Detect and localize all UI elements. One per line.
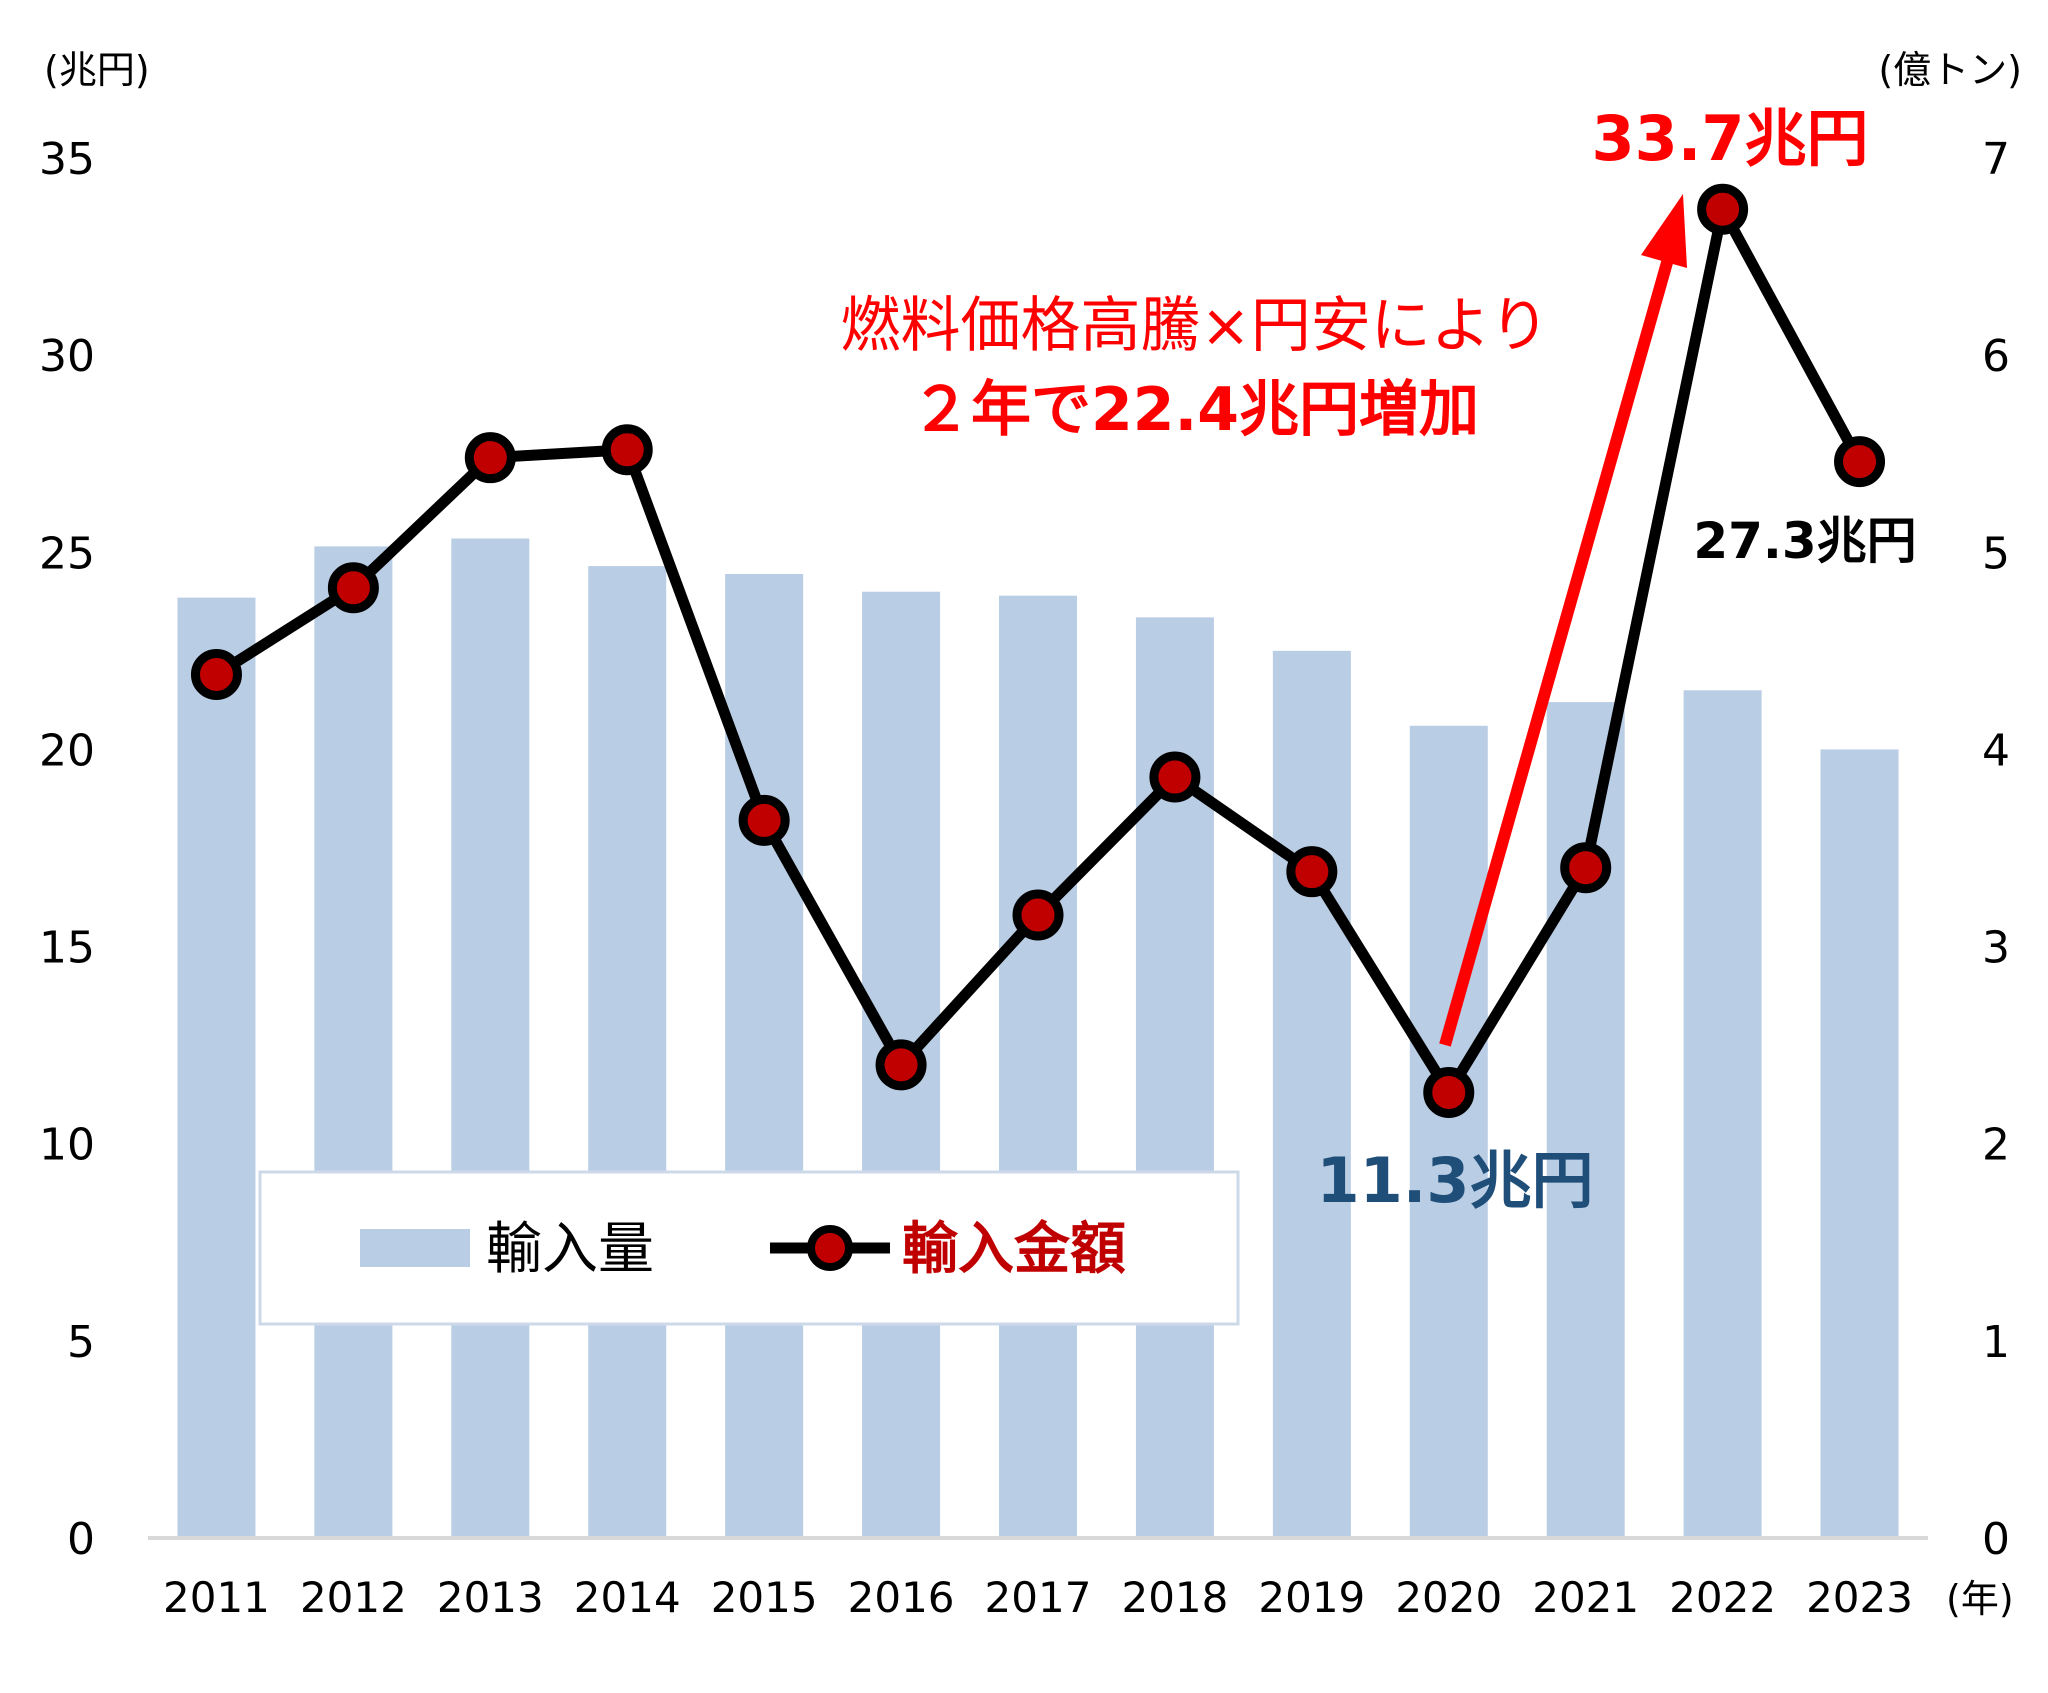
- legend-bar-label: 輸入量: [486, 1217, 654, 1282]
- left-tick-label: 10: [39, 1120, 95, 1171]
- right-tick-label: 7: [1982, 134, 2010, 185]
- line-point-2013: [464, 432, 516, 484]
- bar-2014: [588, 566, 667, 1538]
- left-tick-label: 25: [39, 528, 95, 579]
- left-tick-label: 30: [39, 331, 95, 382]
- x-tick-label: 2011: [163, 1573, 270, 1622]
- right-tick-label: 3: [1982, 923, 2010, 974]
- legend-line-label: 輸入金額: [902, 1217, 1126, 1282]
- line-point-2022: [1697, 183, 1749, 235]
- right-tick-label: 0: [1982, 1514, 2010, 1565]
- bar-2021: [1546, 702, 1625, 1538]
- increase-arrow-shaft: [1439, 250, 1676, 1047]
- bar-2012: [314, 546, 393, 1538]
- bar-2017: [999, 595, 1077, 1538]
- line-point-2016: [875, 1039, 927, 1091]
- right-axis-ticks: 0 1 2 3 4 5 6 7: [1982, 134, 2010, 1565]
- x-tick-label: 2020: [1395, 1573, 1502, 1622]
- x-tick-label: 2017: [985, 1573, 1092, 1622]
- x-tick-label: 2015: [711, 1573, 818, 1622]
- x-tick-label: 2013: [437, 1573, 544, 1622]
- line-point-2020: [1423, 1066, 1475, 1118]
- line-point-2015: [738, 794, 790, 846]
- line-point-2019: [1286, 846, 1338, 898]
- left-axis-ticks: 0 5 10 15 20 25 30 35: [39, 134, 95, 1565]
- increase-arrow: [1439, 194, 1687, 1047]
- line-point-2018: [1149, 751, 1201, 803]
- x-tick-label: 2023: [1806, 1573, 1913, 1622]
- left-axis-unit: (兆円): [44, 48, 150, 92]
- legend-box: [258, 1170, 1240, 1326]
- right-tick-label: 2: [1982, 1120, 2010, 1171]
- bar-2020: [1409, 725, 1488, 1538]
- bar-2013: [451, 538, 530, 1538]
- bar-series: [177, 538, 1899, 1538]
- x-tick-label: 2018: [1121, 1573, 1228, 1622]
- left-tick-label: 35: [39, 134, 95, 185]
- x-tick-label: 2012: [300, 1573, 407, 1622]
- line-point-2017: [1012, 889, 1064, 941]
- annotation-note-line2: ２年で22.4兆円増加: [911, 375, 1479, 445]
- line-point-2023: [1834, 436, 1886, 488]
- left-tick-label: 20: [39, 725, 95, 776]
- x-tick-label: 2021: [1532, 1573, 1639, 1622]
- legend-line-marker: [807, 1225, 853, 1271]
- bar-2011: [177, 597, 256, 1538]
- right-tick-label: 1: [1982, 1317, 2010, 1368]
- bar-2015: [725, 573, 804, 1538]
- annotation-last-label: 27.3兆円: [1693, 512, 1916, 570]
- x-tick-label: 2022: [1669, 1573, 1776, 1622]
- x-tick-label: 2016: [848, 1573, 955, 1622]
- annotation-note-line1: 燃料価格高騰×円安により: [840, 291, 1549, 361]
- x-tick-label: 2014: [574, 1573, 681, 1622]
- legend: 輸入量 輸入金額: [258, 1170, 1240, 1326]
- left-tick-label: 5: [67, 1317, 95, 1368]
- x-axis-ticks: 2011 2012 2013 2014 2015 2016 2017 2018 2019 2020…: [163, 1573, 1913, 1622]
- line-point-2011: [190, 649, 242, 701]
- right-tick-label: 4: [1982, 725, 2010, 776]
- line-point-2014: [601, 424, 653, 476]
- right-tick-label: 6: [1982, 331, 2010, 382]
- increase-arrow-head: [1641, 194, 1687, 268]
- x-axis-unit: (年): [1946, 1577, 2014, 1621]
- right-tick-label: 5: [1982, 528, 2010, 579]
- annotation-low-label: 11.3兆円: [1317, 1144, 1594, 1217]
- left-tick-label: 0: [67, 1514, 95, 1565]
- annotation-peak-label: 33.7兆円: [1592, 102, 1869, 175]
- line-point-2021: [1560, 842, 1612, 894]
- x-tick-label: 2019: [1258, 1573, 1365, 1622]
- right-axis-unit: (億トン): [1878, 48, 2022, 92]
- line-series: [190, 183, 1886, 1118]
- bar-2023: [1820, 749, 1899, 1538]
- bar-2022: [1683, 690, 1762, 1538]
- bar-2019: [1272, 650, 1351, 1538]
- left-tick-label: 15: [39, 923, 95, 974]
- legend-bar-swatch: [360, 1229, 470, 1267]
- line-point-2012: [327, 562, 379, 614]
